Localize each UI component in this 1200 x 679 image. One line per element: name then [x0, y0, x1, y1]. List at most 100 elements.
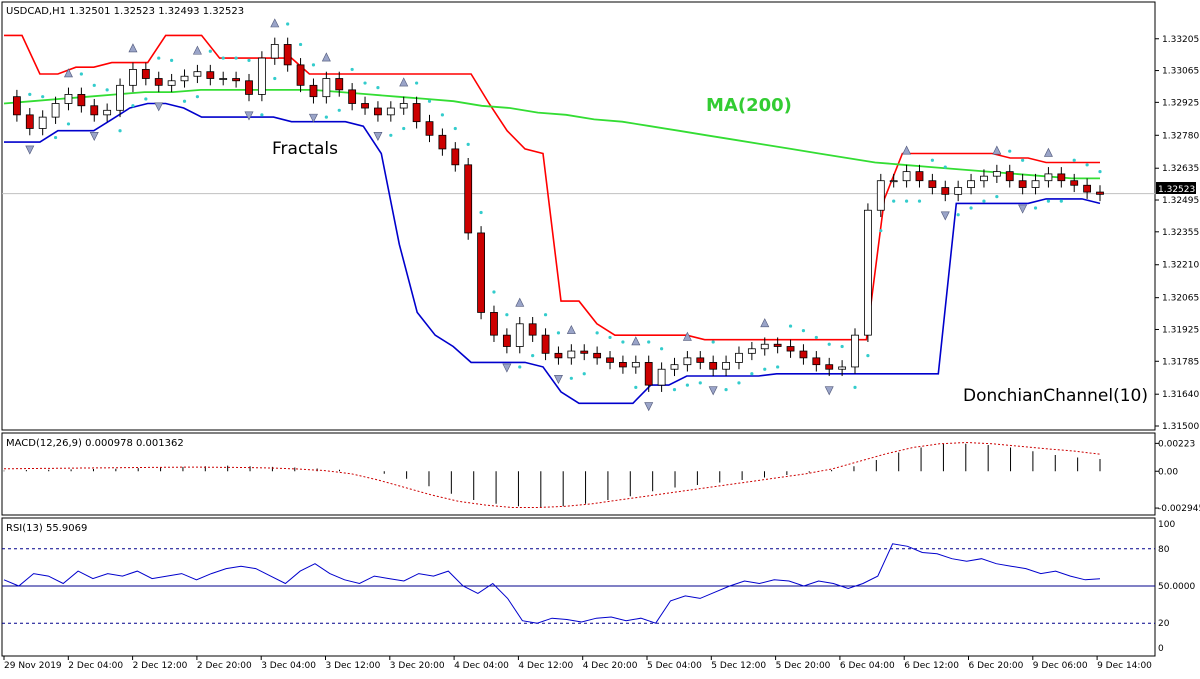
bearish-candle	[451, 148, 460, 166]
price-tick-label: 1.32495	[1162, 196, 1199, 206]
parabolic-sar-dot	[660, 347, 664, 351]
parabolic-sar-dot	[131, 104, 135, 108]
parabolic-sar-dot	[1008, 149, 1012, 153]
bullish-candle	[193, 71, 202, 77]
parabolic-sar-dot	[750, 372, 754, 376]
parabolic-sar-dot	[311, 63, 316, 67]
parabolic-sar-dot	[763, 367, 767, 371]
bullish-candle	[180, 75, 189, 82]
parabolic-sar-dot	[595, 331, 599, 335]
parabolic-sar-dot	[389, 133, 393, 137]
x-tick-label: 3 Dec 12:00	[326, 661, 381, 671]
rsi-layer	[2, 543, 1155, 624]
parabolic-sar-dot	[402, 126, 406, 131]
bearish-candle	[799, 350, 808, 359]
bullish-candle	[735, 352, 743, 363]
parabolic-sar-dot	[801, 329, 806, 333]
bullish-candle	[670, 364, 679, 370]
bearish-candle	[1018, 180, 1027, 188]
x-tick-label: 2 Dec 20:00	[197, 661, 252, 671]
bearish-candle	[154, 78, 163, 86]
parabolic-sar-dot	[737, 381, 741, 385]
bearish-candle	[786, 346, 795, 352]
bearish-candle	[825, 364, 834, 370]
bearish-candle	[90, 105, 99, 116]
parabolic-sar-dot	[698, 381, 702, 385]
bearish-candle	[502, 334, 511, 347]
parabolic-sar-dot	[814, 335, 818, 340]
parabolic-sar-dot	[866, 353, 870, 358]
bullish-candle	[683, 357, 692, 366]
parabolic-sar-dot	[904, 199, 909, 203]
parabolic-sar-dot	[92, 83, 96, 87]
parabolic-sar-dot	[969, 206, 973, 210]
parabolic-sar-dot	[1046, 199, 1051, 203]
parabolic-sar-dot	[879, 229, 883, 233]
fractal-up-marker	[992, 145, 1002, 155]
bullish-candle	[38, 116, 47, 129]
fractal-up-marker	[270, 18, 280, 28]
parabolic-sar-dot	[569, 376, 573, 380]
bearish-candle	[941, 187, 950, 195]
bearish-candle	[309, 84, 318, 98]
parabolic-sar-dot	[1033, 206, 1038, 210]
rsi-tick-label: 100	[1158, 520, 1175, 530]
parabolic-sar-dot	[1021, 158, 1025, 162]
bullish-candle	[1044, 173, 1053, 182]
bullish-candle	[51, 103, 60, 118]
x-tick-label: 3 Dec 20:00	[390, 661, 445, 671]
parabolic-sar-dot	[1072, 158, 1076, 162]
bullish-candle	[219, 78, 228, 80]
bearish-candle	[438, 134, 447, 150]
macd-signal-line	[3, 441, 1101, 508]
bullish-candle	[838, 366, 847, 370]
fractal-down-marker	[940, 211, 950, 221]
parabolic-sar-dot	[363, 81, 367, 85]
bearish-candle	[696, 357, 705, 363]
x-tick-label: 6 Dec 20:00	[969, 661, 1024, 671]
main-header: USDCAD,H1 1.32501 1.32523 1.32493 1.3252…	[6, 6, 244, 17]
parabolic-sar-dot	[1059, 199, 1063, 203]
fractal-down-marker	[308, 113, 318, 123]
parabolic-sar-dot	[79, 72, 83, 76]
x-tick-label: 6 Dec 04:00	[840, 661, 895, 671]
parabolic-sar-dot	[1098, 170, 1102, 174]
bearish-candle	[490, 312, 498, 336]
price-tick-label: 1.32925	[1162, 98, 1199, 108]
bearish-candle	[773, 343, 782, 347]
parabolic-sar-dot	[647, 340, 651, 344]
parabolic-sar-dot	[286, 22, 290, 26]
macd-panel-frame	[1, 432, 1156, 516]
x-tick-label: 2 Dec 12:00	[133, 661, 188, 671]
x-tick-label: 29 Nov 2019	[4, 661, 62, 671]
bearish-candle	[412, 103, 421, 123]
bearish-candle	[283, 44, 292, 66]
parabolic-sar-dot	[247, 58, 251, 62]
bullish-candle	[876, 180, 885, 211]
fractal-up-marker	[682, 331, 692, 341]
fractal-down-marker	[502, 363, 512, 373]
bearish-candle	[1096, 191, 1104, 195]
fractal-up-marker	[192, 45, 202, 55]
x-tick-label: 4 Dec 20:00	[583, 661, 638, 671]
parabolic-sar-dot	[724, 388, 728, 392]
bullish-candle	[980, 175, 988, 182]
bullish-candle	[954, 187, 963, 195]
parabolic-sar-dot	[28, 92, 32, 97]
fractal-up-marker	[631, 336, 641, 346]
bearish-candle	[1070, 180, 1079, 186]
ma200-line	[3, 89, 1100, 180]
parabolic-sar-dot	[337, 108, 341, 112]
parabolic-sar-dot	[298, 42, 303, 47]
bearish-candle	[206, 71, 215, 79]
bullish-candle	[257, 57, 266, 95]
parabolic-sar-dot	[195, 95, 200, 99]
parabolic-sar-dot	[453, 126, 457, 131]
fractal-up-marker	[566, 324, 576, 334]
rsi-tick-label: 80	[1158, 545, 1170, 555]
macd-header: MACD(12,26,9) 0.000978 0.001362	[6, 438, 184, 449]
bearish-candle	[141, 69, 150, 79]
parabolic-sar-dot	[505, 313, 509, 317]
x-tick-label: 6 Dec 12:00	[904, 661, 959, 671]
